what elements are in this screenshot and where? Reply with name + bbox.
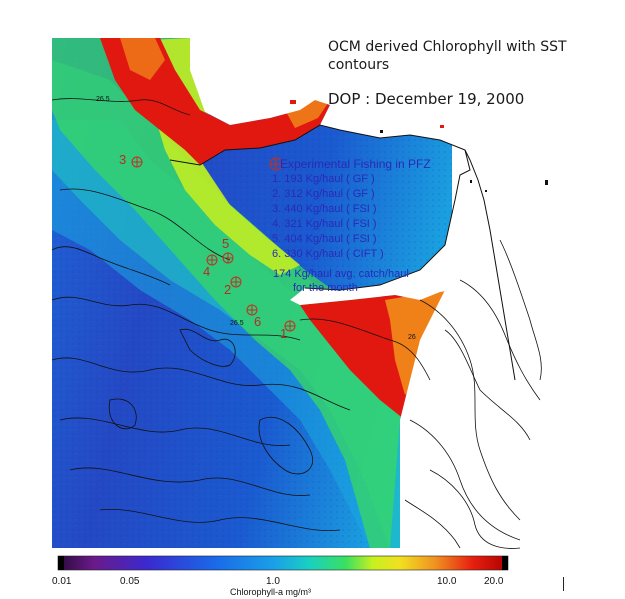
station-marker-4	[206, 254, 218, 266]
scale-tick-label: 0.01	[52, 576, 72, 587]
station-marker-3	[131, 156, 143, 168]
station-label-2: 2	[224, 282, 232, 297]
divider	[563, 577, 564, 591]
coastline	[169, 124, 471, 291]
scale-tick-label: 0.05	[120, 576, 140, 587]
station-marker-1	[284, 320, 296, 332]
scale-tick-label: 10.0	[437, 576, 457, 587]
station-label-1: 1	[280, 326, 288, 341]
station-label-6: 6	[254, 314, 262, 329]
legend-symbol-icon	[269, 157, 283, 171]
contour-label: 26	[408, 334, 416, 341]
station-label-4: 4	[203, 264, 211, 279]
land-contour	[419, 299, 521, 521]
station-marker-2	[230, 276, 242, 288]
scale-tick-label: 1.0	[266, 576, 280, 587]
station-marker-6	[246, 304, 258, 316]
station-marker-5	[222, 252, 234, 264]
land-mass	[190, 38, 470, 305]
legend-entry-3: 3. 440 Kg/haul ( FSI )	[272, 203, 377, 215]
station-label-3: 3	[119, 152, 127, 167]
legend-entry-2: 2. 312 Kg/haul ( GF )	[272, 188, 375, 200]
color-scale-bar	[57, 555, 509, 571]
coastal-green-band	[52, 38, 420, 548]
station-label-5: 5	[222, 236, 230, 251]
average-catch-note: 174 Kg/haul avg. catch/haul for the mont…	[273, 267, 433, 295]
fishing-legend: Experimental Fishing in PFZ 1. 193 Kg/ha…	[258, 156, 458, 262]
contour-label: 26.5	[96, 96, 110, 103]
date-of-pass: DOP : December 19, 2000	[328, 90, 525, 108]
legend-entry-6: 6. 330 Kg/haul ( CIFT )	[272, 248, 384, 260]
scale-tick-label: 20.0	[484, 576, 504, 587]
legend-entry-1: 1. 193 Kg/haul ( GF )	[272, 173, 375, 185]
map-title: OCM derived Chlorophyll with SST contour…	[328, 39, 567, 73]
scale-unit-label: Chlorophyll-a mg/m³	[230, 587, 312, 597]
legend-entry-4: 4. 321 Kg/haul ( FSI )	[272, 218, 377, 230]
contour-label: 26.5	[230, 320, 244, 327]
sst-contour	[51, 98, 191, 116]
legend-heading: Experimental Fishing in PFZ	[280, 157, 431, 171]
legend-entry-5: 5. 404 Kg/haul ( FSI )	[272, 233, 377, 245]
avg-catch-line2: for the month	[293, 282, 358, 294]
avg-catch-line1: 174 Kg/haul avg. catch/haul	[273, 268, 409, 280]
